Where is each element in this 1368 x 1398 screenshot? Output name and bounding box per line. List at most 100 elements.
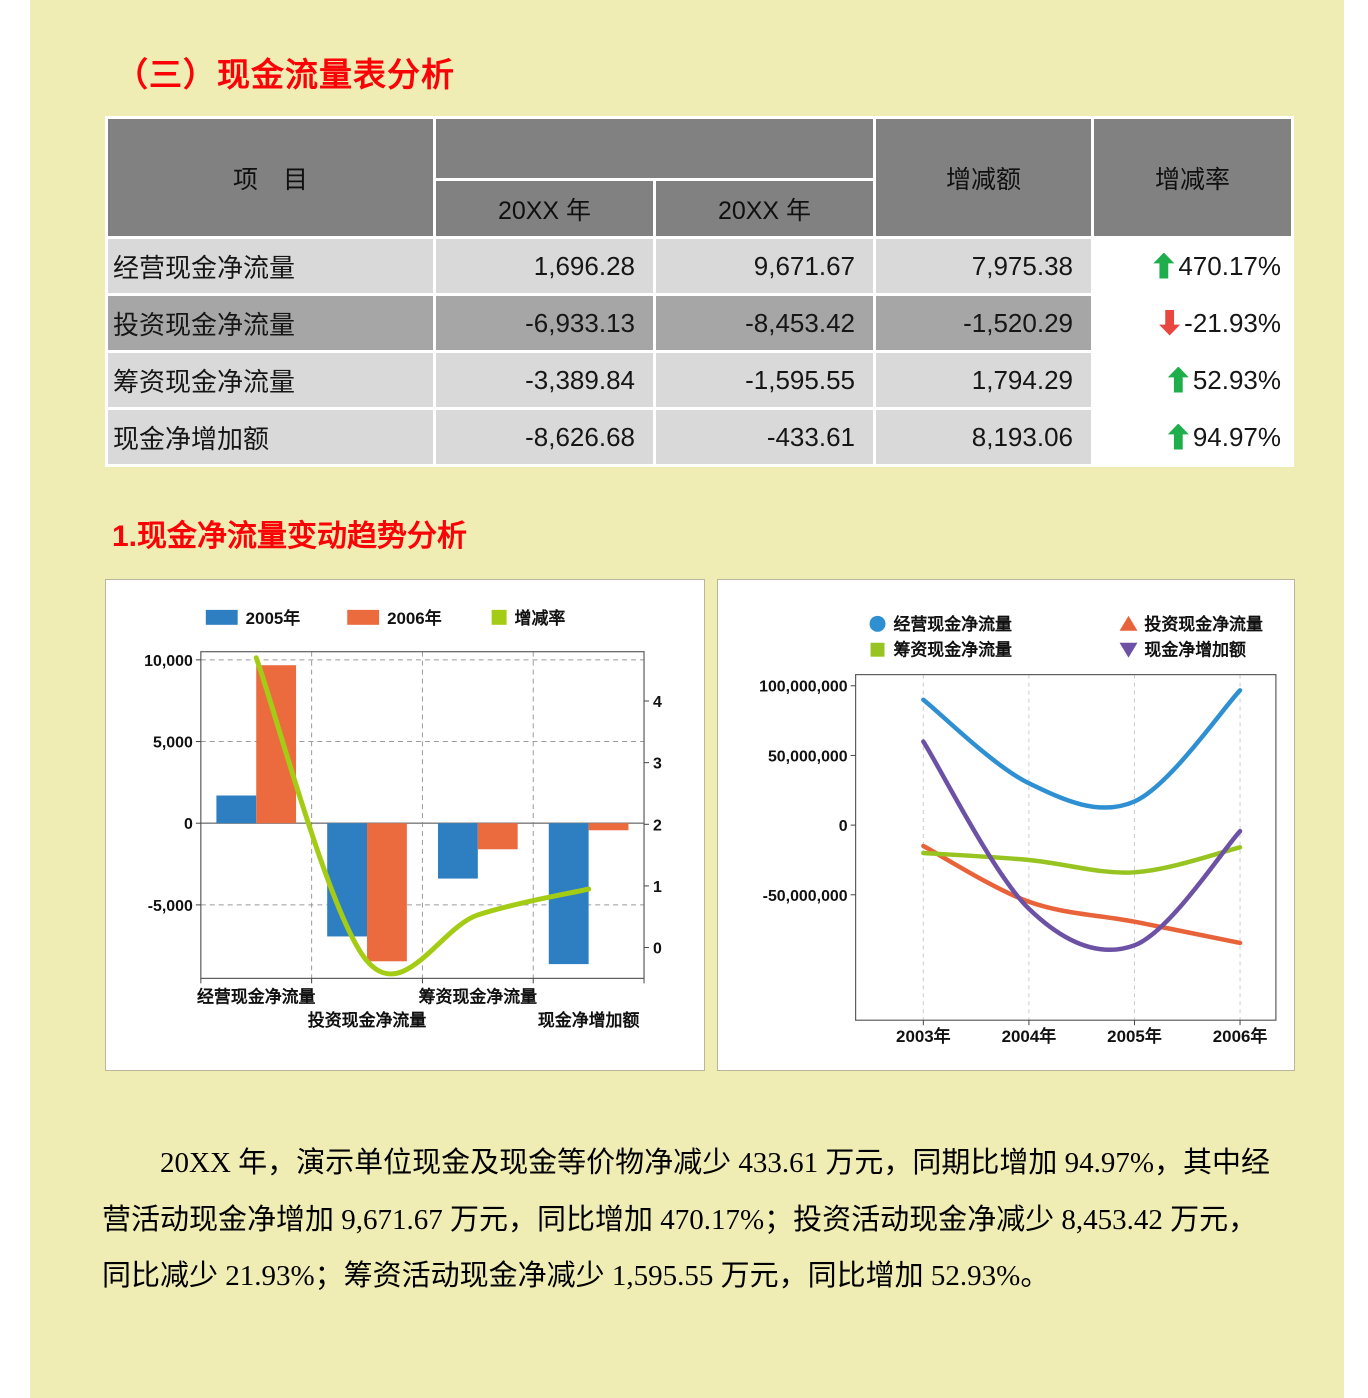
trend-axes: 100,000,000 50,000,000 0 -50,000,000 2003年 20… — [759, 679, 1267, 1046]
svg-text:2: 2 — [653, 817, 662, 834]
trend-chart-panel: 经营现金净流量 投资现金净流量筹资现金净流量 现金净增加额 100,000,000 50… — [717, 579, 1295, 1071]
row-item-label: 经营现金净流量 — [105, 236, 436, 296]
col-header-year1: 20XX 年 — [433, 178, 656, 239]
row-rate-cell: -21.93% — [1091, 293, 1294, 353]
svg-text:2004年: 2004年 — [1002, 1026, 1057, 1046]
row-rate-value: 52.93% — [1192, 364, 1281, 395]
trend-gridlines — [922, 674, 1241, 1021]
svg-text:0: 0 — [653, 941, 662, 958]
col-header-change: 增减额 — [873, 116, 1094, 239]
table-row-net-increase: 现金净增加额 -8,626.68 -433.61 8,193.06 94.97% — [105, 407, 1294, 467]
rate-line — [253, 655, 592, 977]
col-header-rate: 增减率 — [1091, 116, 1294, 239]
svg-text:0: 0 — [839, 818, 848, 835]
svg-text:1: 1 — [653, 879, 662, 896]
analysis-paragraph: 20XX 年，演示单位现金及现金等价物净减少 433.61 万元，同期比增加 9… — [102, 1147, 1271, 1293]
svg-text:2006年: 2006年 — [1213, 1026, 1268, 1046]
series-line-circle — [921, 688, 1243, 810]
legend-swatch-rate — [491, 609, 507, 625]
row-rate-value: 94.97% — [1192, 421, 1281, 452]
bar — [327, 823, 368, 937]
svg-text:2003年: 2003年 — [896, 1026, 951, 1046]
col-header-years-band — [433, 116, 876, 181]
bar — [256, 665, 297, 824]
svg-text:现金净增加额: 现金净增加额 — [538, 1010, 640, 1030]
combo-chart-panel: 2005年 2006年 增减率 10,000 5,000 0 -5,000 4 3 2 1 0 经营现金… — [105, 579, 705, 1071]
section-title: 1.现金净流量变动趋势分析 — [112, 520, 468, 553]
bar — [216, 795, 257, 824]
combo-axes: 10,000 5,000 0 -5,000 4 3 2 1 0 — [144, 653, 662, 984]
table-header-row-1: 项 目 增减额 增减率 — [105, 116, 1294, 239]
legend-swatch-2006 — [347, 609, 380, 625]
svg-text:经营现金净流量: 经营现金净流量 — [197, 986, 316, 1006]
svg-text:现金净增加额: 现金净增加额 — [1144, 640, 1246, 660]
combo-bar-line-chart: 2005年 2006年 增减率 10,000 5,000 0 -5,000 4 3 2 1 0 经营现金… — [144, 608, 662, 1030]
row-item-label: 筹资现金净流量 — [105, 350, 436, 410]
row-rate-cell: 52.93% — [1091, 350, 1294, 410]
series-line-triangle-down — [921, 739, 1243, 953]
svg-text:筹资现金净流量: 筹资现金净流量 — [893, 640, 1012, 660]
bar — [437, 823, 478, 879]
svg-text:增减率: 增减率 — [515, 608, 566, 628]
row-rate-value: 470.17% — [1178, 250, 1281, 281]
bar — [477, 823, 518, 850]
row-year1-value: -6,933.13 — [433, 293, 656, 353]
row-change-value: -1,520.29 — [873, 293, 1094, 353]
row-year2-value: -8,453.42 — [653, 293, 876, 353]
svg-text:3: 3 — [653, 756, 662, 773]
row-year1-value: 1,696.28 — [433, 236, 656, 296]
row-year1-value: -8,626.68 — [433, 407, 656, 467]
cashflow-table: 项 目 增减额 增减率 20XX 年 20XX 年 经营现金净流量 1,696.… — [105, 116, 1294, 467]
row-change-value: 7,975.38 — [873, 236, 1094, 296]
row-rate-cell: 470.17% — [1091, 236, 1294, 296]
table-row-financing: 筹资现金净流量 -3,389.84 -1,595.55 1,794.29 52.… — [105, 350, 1294, 410]
row-year2-value: -1,595.55 — [653, 350, 876, 410]
svg-text:2005年: 2005年 — [246, 608, 301, 628]
row-change-value: 8,193.06 — [873, 407, 1094, 467]
col-header-item: 项 目 — [105, 116, 436, 239]
row-year1-value: -3,389.84 — [433, 350, 656, 410]
svg-text:5,000: 5,000 — [153, 735, 193, 752]
report-page: （三）现金流量表分析 项 目 增减额 增减率 20XX 年 20XX 年 经营现… — [30, 0, 1344, 1398]
combo-legend: 2005年 2006年 增减率 — [205, 608, 566, 628]
svg-text:2006年: 2006年 — [387, 608, 442, 628]
table-row-investing: 投资现金净流量 -6,933.13 -8,453.42 -1,520.29 -2… — [105, 293, 1294, 353]
svg-text:筹资现金净流量: 筹资现金净流量 — [419, 986, 538, 1006]
svg-text:经营现金净流量: 经营现金净流量 — [893, 614, 1012, 634]
row-rate-value: -21.93% — [1184, 307, 1281, 338]
svg-text:投资现金净流量: 投资现金净流量 — [1144, 614, 1263, 634]
svg-text:10,000: 10,000 — [144, 653, 193, 670]
combo-plot-frame — [200, 651, 645, 979]
svg-text:50,000,000: 50,000,000 — [768, 748, 848, 765]
table-row-operating: 经营现金净流量 1,696.28 9,671.67 7,975.38 470.1… — [105, 236, 1294, 296]
trend-down-arrow-icon — [1159, 309, 1181, 336]
trend-up-arrow-icon — [1167, 423, 1189, 450]
col-header-year2: 20XX 年 — [653, 178, 876, 239]
row-change-value: 1,794.29 — [873, 350, 1094, 410]
svg-text:-5,000: -5,000 — [148, 898, 193, 915]
legend-swatch-2005 — [205, 609, 238, 625]
series-line-triangle — [921, 843, 1243, 946]
trend-plot-frame — [855, 674, 1277, 1021]
svg-text:100,000,000: 100,000,000 — [759, 679, 848, 696]
svg-text:2005年: 2005年 — [1107, 1026, 1162, 1046]
charts-row: 2005年 2006年 增减率 10,000 5,000 0 -5,000 4 3 2 1 0 经营现金… — [105, 579, 1344, 1071]
svg-text:投资现金净流量: 投资现金净流量 — [308, 1010, 427, 1030]
svg-text:0: 0 — [184, 816, 193, 833]
row-rate-cell: 94.97% — [1091, 407, 1294, 467]
trend-up-arrow-icon — [1167, 366, 1189, 393]
row-item-label: 投资现金净流量 — [105, 293, 436, 353]
bar — [367, 823, 407, 962]
series-line-square — [921, 845, 1243, 875]
row-year2-value: 9,671.67 — [653, 236, 876, 296]
bars-2006年 — [256, 665, 629, 962]
row-year2-value: -433.61 — [653, 407, 876, 467]
svg-text:-50,000,000: -50,000,000 — [763, 888, 848, 905]
page-title: （三）现金流量表分析 — [115, 56, 455, 93]
table-header-row-2: 20XX 年 20XX 年 — [107, 178, 1293, 239]
trend-up-arrow-icon — [1153, 252, 1175, 279]
svg-text:4: 4 — [653, 694, 662, 711]
